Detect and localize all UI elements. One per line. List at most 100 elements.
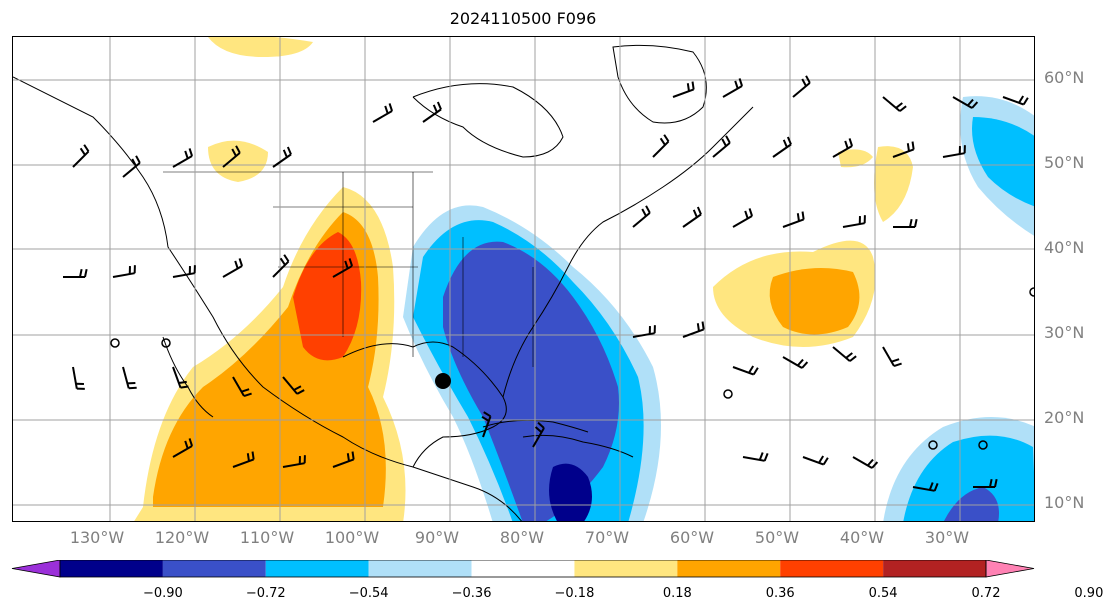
- cuba-line: [482, 419, 589, 433]
- wind-barb-flag: [691, 81, 695, 90]
- wind-barb-flag: [801, 78, 807, 87]
- colorbar-tick-label: −0.54: [348, 586, 389, 601]
- wind-barb: [712, 142, 731, 158]
- lon-label-60: 60°W: [669, 528, 715, 547]
- wind-barb: [232, 376, 245, 397]
- wind-barb-flag: [388, 103, 394, 112]
- wind-barb: [332, 458, 355, 468]
- graticule: [13, 37, 1034, 521]
- wind-barb-flag: [849, 355, 857, 362]
- wind-barb-flag: [279, 257, 286, 266]
- wind-barb: [782, 356, 803, 369]
- field-shading: [134, 37, 1034, 521]
- wind-barb-flag: [692, 209, 698, 218]
- colorbar-segment: [677, 560, 781, 577]
- wind-barbs: [63, 75, 1029, 492]
- wind-barb-flag: [763, 453, 769, 462]
- wind-barb: [282, 462, 305, 468]
- wind-barb-flag: [701, 321, 705, 330]
- wind-barb-flag: [818, 455, 825, 464]
- hurricane-symbol-icon: [435, 373, 451, 389]
- wind-barb: [912, 486, 935, 492]
- wind-barb-flag: [725, 135, 731, 144]
- wind-barb: [832, 346, 851, 362]
- colorbar-extend-low: [11, 560, 61, 578]
- wind-barb-flag: [914, 218, 918, 228]
- wind-barb: [742, 456, 765, 462]
- wind-barb-flag: [83, 144, 90, 152]
- weather-map: [12, 36, 1035, 522]
- wind-barb: [172, 445, 193, 458]
- wind-barb-flag: [989, 478, 993, 488]
- wind-barb-flag: [782, 139, 788, 148]
- labrador-positive-patch: [838, 149, 873, 168]
- wind-barb: [882, 346, 895, 367]
- west-coast-line: [13, 76, 523, 521]
- wind-barb-flag: [286, 146, 292, 155]
- colorbar-frame: [59, 560, 987, 578]
- ne-atlantic-negative-mid: [972, 117, 1034, 207]
- wind-barb-flag: [866, 458, 874, 467]
- wind-barb-flag: [844, 140, 849, 149]
- lon-label-70: 70°W: [584, 528, 630, 547]
- wind-barb-flag: [188, 438, 194, 447]
- wind-barb-flag: [748, 208, 754, 217]
- wind-barb-flag: [282, 149, 288, 158]
- wind-barb: [882, 96, 901, 112]
- wind-barb: [802, 456, 825, 466]
- wind-barb-flag: [235, 145, 241, 154]
- wind-barb: [942, 152, 965, 158]
- wind-barb-flag: [184, 150, 189, 159]
- wind-barb-flag: [891, 358, 900, 363]
- wind-barb-flag: [180, 385, 189, 389]
- wind-barb-flag: [845, 352, 853, 359]
- lat-label-30: 30°N: [1044, 323, 1085, 342]
- wind-barb-flag: [895, 102, 903, 109]
- wind-barb: [682, 328, 705, 338]
- wind-barb: [772, 143, 792, 158]
- wind-barb-flag: [234, 260, 239, 269]
- lon-label-40: 40°W: [839, 528, 885, 547]
- wind-barb-flag: [971, 101, 979, 109]
- wind-barb-flag: [293, 385, 302, 391]
- wind-barb-flag: [738, 78, 744, 87]
- se-negative-mid: [903, 435, 1034, 521]
- wind-barb-flag: [786, 136, 792, 145]
- wind-barb: [652, 140, 670, 158]
- colorbar-tick-label: 0.36: [765, 586, 795, 601]
- wind-barb-flag: [933, 483, 939, 492]
- wind-barb: [422, 108, 442, 123]
- wind-barb-flag: [534, 426, 543, 434]
- wind-barb: [1002, 96, 1025, 106]
- wind-barb: [732, 366, 755, 376]
- wind-barb: [172, 366, 182, 389]
- lat-label-50: 50°N: [1044, 153, 1085, 172]
- wind-barb-flag: [1022, 97, 1029, 106]
- wind-barb-flag: [663, 134, 670, 142]
- colorbar-segment: [883, 560, 986, 577]
- lon-label-120: 120°W: [154, 528, 210, 547]
- wind-barb: [482, 415, 492, 438]
- wind-barb-flag: [748, 365, 755, 374]
- wind-barb: [112, 272, 135, 278]
- wind-barb-flag: [994, 478, 998, 488]
- wind-barb-flag: [966, 98, 974, 107]
- wind-barb: [172, 155, 193, 168]
- wind-barb-flag: [344, 260, 349, 269]
- coastlines: [13, 44, 754, 521]
- colorbar-segment: [368, 560, 472, 577]
- wind-barb-flag: [752, 367, 759, 376]
- hudson-bay-line: [412, 83, 564, 158]
- wind-barb-flag: [871, 461, 879, 469]
- wind-barb: [272, 260, 290, 278]
- wind-barb-flag: [84, 268, 88, 278]
- wind-barb-flag: [758, 452, 764, 461]
- colorbar-tick-label: 0.72: [971, 586, 1001, 601]
- wind-barb-flag: [696, 323, 700, 332]
- wind-barb-flag: [659, 137, 666, 146]
- wind-barb-flag: [238, 258, 244, 267]
- wind-barb-flag: [188, 148, 194, 157]
- wind-barb-flag: [246, 453, 250, 462]
- wind-barb: [122, 162, 141, 178]
- lon-label-130: 130°W: [69, 528, 125, 547]
